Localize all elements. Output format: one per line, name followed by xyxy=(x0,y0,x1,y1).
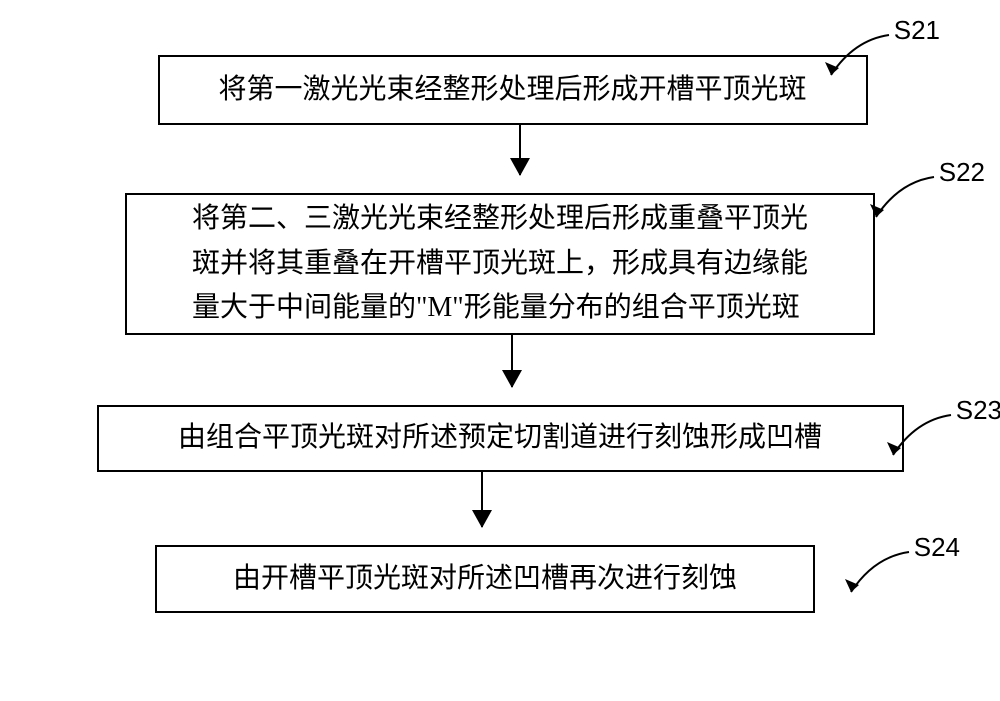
label-group-s22: S22 xyxy=(939,157,985,188)
label-group-s23: S23 xyxy=(956,395,1000,426)
step-text-s24: 由开槽平顶光斑对所述凹槽再次进行刻蚀 xyxy=(218,552,752,607)
curved-arrow-s22 xyxy=(864,172,944,232)
step-text-s21: 将第一激光光束经整形处理后形成开槽平顶光斑 xyxy=(203,63,821,118)
label-group-s24: S24 xyxy=(914,532,960,563)
step-text-s22-line1: 将第二、三激光光束经整形处理后形成重叠平顶光 xyxy=(192,203,808,234)
step-box-s23: 由组合平顶光斑对所述预定切割道进行刻蚀形成凹槽 xyxy=(97,405,904,472)
label-text-s24: S24 xyxy=(914,532,960,562)
label-text-s23: S23 xyxy=(956,395,1000,425)
curved-arrow-s23 xyxy=(881,410,961,470)
arrow-container-1 xyxy=(479,125,521,193)
step-text-s23: 由组合平顶光斑对所述预定切割道进行刻蚀形成凹槽 xyxy=(163,411,837,466)
step-text-s22-line2: 斑并将其重叠在开槽平顶光斑上，形成具有边缘能 xyxy=(192,248,808,279)
step-box-s21: 将第一激光光束经整形处理后形成开槽平顶光斑 xyxy=(158,55,868,125)
curved-arrow-s24 xyxy=(839,547,919,607)
step-text-s22-line3: 量大于中间能量的"M"形能量分布的组合平顶光斑 xyxy=(192,292,800,323)
label-text-s21: S21 xyxy=(894,15,940,45)
flowchart-container: 将第一激光光束经整形处理后形成开槽平顶光斑 将第二、三激光光束经整形处理后形成重… xyxy=(0,0,1000,613)
arrow-1 xyxy=(519,125,521,175)
arrow-3 xyxy=(481,472,483,527)
arrow-2 xyxy=(511,335,513,387)
label-text-s22: S22 xyxy=(939,157,985,187)
step-box-s24: 由开槽平顶光斑对所述凹槽再次进行刻蚀 xyxy=(155,545,815,613)
step-box-s22: 将第二、三激光光束经整形处理后形成重叠平顶光 斑并将其重叠在开槽平顶光斑上，形成… xyxy=(125,193,875,335)
arrow-container-2 xyxy=(488,335,513,405)
step-text-s22: 将第二、三激光光束经整形处理后形成重叠平顶光 斑并将其重叠在开槽平顶光斑上，形成… xyxy=(177,192,823,336)
label-group-s21: S21 xyxy=(894,15,940,46)
curved-arrow-s21 xyxy=(819,30,899,90)
